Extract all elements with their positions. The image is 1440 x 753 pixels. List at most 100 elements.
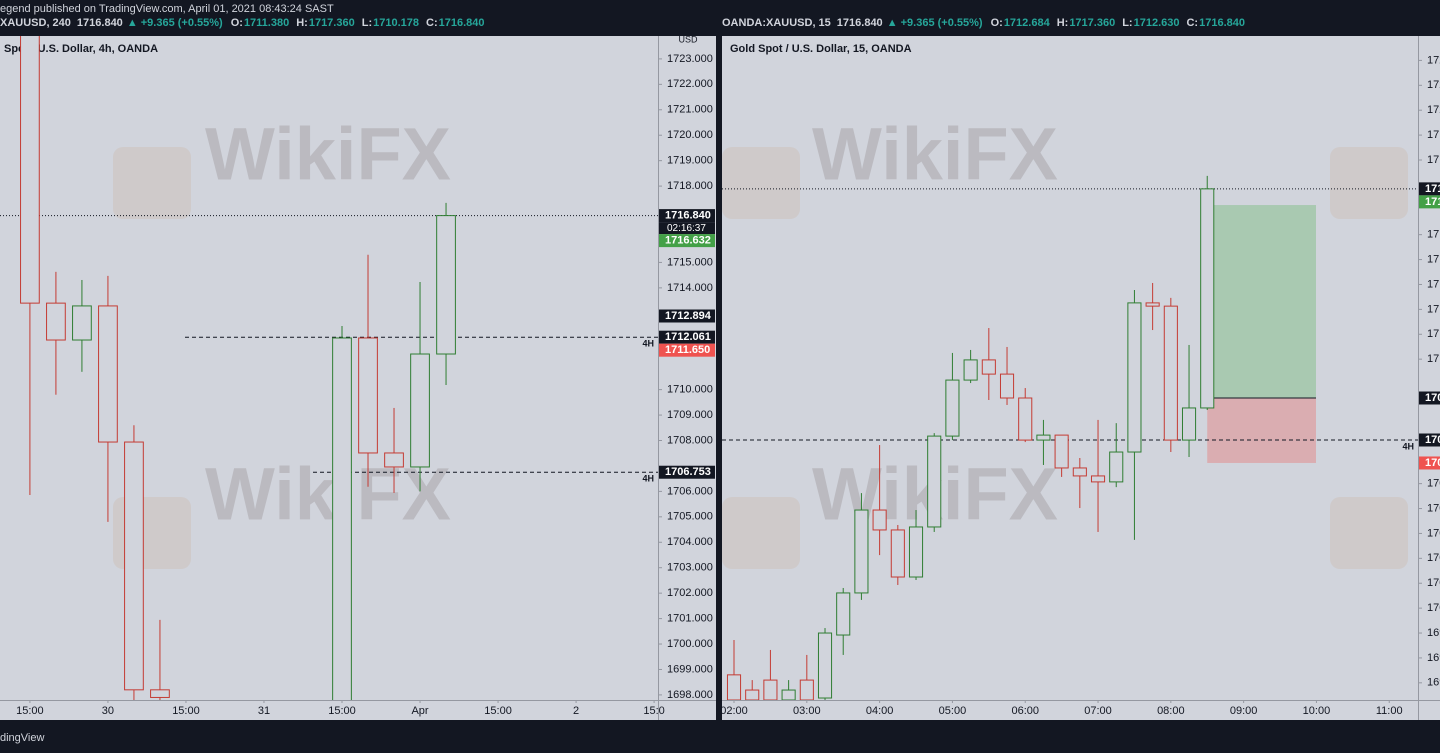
candle-body bbox=[1090, 475, 1106, 483]
candle-body bbox=[1018, 397, 1033, 441]
countdown: 02:16:37 bbox=[667, 223, 706, 234]
x-tick-label: 2 bbox=[573, 705, 579, 717]
candle-body bbox=[999, 373, 1015, 399]
candle-body bbox=[927, 435, 942, 528]
y-tick-label: 1710.000 bbox=[1427, 353, 1440, 365]
candle-body bbox=[981, 359, 996, 375]
watermark-logo bbox=[113, 147, 191, 219]
y-tick-label: 1719.000 bbox=[1427, 129, 1440, 141]
price-tag bbox=[1419, 433, 1440, 447]
candle-body bbox=[410, 353, 430, 468]
y-tick-label: 1713.000 bbox=[1427, 278, 1440, 290]
candle-body bbox=[745, 689, 760, 700]
x-tick-label: 15:00 bbox=[484, 705, 512, 717]
y-tick-label: 1698.000 bbox=[667, 689, 713, 701]
y-tick-label: 1701.000 bbox=[1427, 577, 1440, 589]
x-tick-label: 15:00 bbox=[16, 705, 44, 717]
header-item: ▲ +9.365 (+0.55%) bbox=[127, 17, 223, 29]
candle-body bbox=[963, 359, 978, 381]
y-tick-label: 1714.000 bbox=[1427, 253, 1440, 265]
price-tag bbox=[659, 330, 715, 344]
header-item: O: bbox=[991, 17, 1003, 29]
y-tick-label: 1701.000 bbox=[667, 612, 713, 624]
y-tick-label: 1703.000 bbox=[1427, 527, 1440, 539]
header-item: O: bbox=[231, 17, 243, 29]
y-tick-label: 1721.000 bbox=[1427, 79, 1440, 91]
candle-body bbox=[1072, 467, 1087, 477]
header-item: C: bbox=[426, 17, 438, 29]
y-tick-label: 1710.000 bbox=[667, 384, 713, 396]
x-tick-label: 07:00 bbox=[1084, 705, 1112, 717]
y-tick-label: 1722.000 bbox=[667, 78, 713, 90]
watermark-logo bbox=[1330, 147, 1408, 219]
price-tag bbox=[659, 309, 715, 323]
y-tick-label: 1709.000 bbox=[667, 409, 713, 421]
position-loss bbox=[1207, 398, 1316, 463]
header-item: C: bbox=[1186, 17, 1198, 29]
candle-body bbox=[781, 689, 796, 700]
candle-body bbox=[1036, 434, 1051, 441]
price-tag-label: 1705.830 bbox=[1425, 457, 1440, 469]
candle-body bbox=[836, 592, 851, 636]
candle-body bbox=[1054, 434, 1069, 469]
x-tick-label: 10:00 bbox=[1303, 705, 1331, 717]
left-panel-bg bbox=[0, 36, 716, 720]
watermark: WikiFX bbox=[205, 453, 451, 536]
candle-body bbox=[1127, 302, 1142, 453]
y-tick-label: 1720.000 bbox=[1427, 104, 1440, 116]
header-item: 1712.630 bbox=[1134, 17, 1180, 29]
candle-body bbox=[1109, 451, 1124, 483]
watermark-logo bbox=[722, 497, 800, 569]
y-tick-label: 1702.000 bbox=[1427, 552, 1440, 564]
header-item: H: bbox=[1057, 17, 1069, 29]
published-note: egend published on TradingView.com, Apri… bbox=[0, 3, 334, 15]
header-item: ▲ +9.365 (+0.55%) bbox=[887, 17, 983, 29]
chart-title: Spot / U.S. Dollar, 4h, OANDA bbox=[4, 43, 158, 55]
header-item: 1716.840 bbox=[77, 17, 123, 29]
y-tick-label: 1698.000 bbox=[1427, 652, 1440, 664]
plot bbox=[0, 36, 658, 700]
x-tick-label: 31 bbox=[258, 705, 270, 717]
y-tick-label: 1721.000 bbox=[667, 104, 713, 116]
y-tick-label: 1719.000 bbox=[667, 155, 713, 167]
candle-body bbox=[908, 526, 924, 578]
y-tick-label: 1705.000 bbox=[1427, 478, 1440, 490]
y-tick-label: 1718.000 bbox=[667, 180, 713, 192]
y-tick-label: 1723.000 bbox=[667, 53, 713, 65]
watermarks: WikiFX WikiFX WikiFX WikiFX bbox=[113, 113, 1408, 569]
price-tag-label: 1708.440 bbox=[1425, 392, 1440, 404]
candle-body bbox=[1181, 407, 1197, 441]
y-tick-label: 1711.000 bbox=[1427, 328, 1440, 340]
candle-body bbox=[726, 674, 742, 700]
y-tick-label: 1718.000 bbox=[1427, 154, 1440, 166]
y-tick-label: 1700.000 bbox=[1427, 602, 1440, 614]
candle-body bbox=[358, 337, 378, 454]
header-item: 1717.360 bbox=[309, 17, 355, 29]
header-item: 1716.840 bbox=[837, 17, 883, 29]
price-tag-label: 1716.632 bbox=[1425, 196, 1440, 208]
header-item: 1710.178 bbox=[373, 17, 419, 29]
y-tick-label: 1700.000 bbox=[667, 638, 713, 650]
y-tick-label: 1706.000 bbox=[667, 485, 713, 497]
plot bbox=[722, 175, 1418, 700]
candle-body bbox=[890, 529, 905, 578]
price-tag-label: 1706.753 bbox=[665, 466, 711, 478]
price-tag-label: 1706.753 bbox=[1425, 434, 1440, 446]
y-tick-label: 1714.000 bbox=[667, 282, 713, 294]
price-tag bbox=[659, 234, 715, 248]
y-tick-label: 1703.000 bbox=[667, 562, 713, 574]
position-profit bbox=[1207, 205, 1316, 399]
watermark-logo bbox=[1330, 497, 1408, 569]
candle-body bbox=[20, 36, 40, 304]
price-tag bbox=[1419, 195, 1440, 209]
header-item: H: bbox=[296, 17, 308, 29]
level-label: 4H bbox=[642, 339, 654, 349]
candle-body bbox=[1163, 305, 1178, 441]
chart-title: Gold Spot / U.S. Dollar, 15, OANDA bbox=[730, 43, 912, 55]
price-tag bbox=[659, 343, 715, 357]
header-item: L: bbox=[1122, 17, 1132, 29]
x-tick-label: 15:00 bbox=[328, 705, 356, 717]
candle-body bbox=[872, 509, 887, 531]
candle-body bbox=[1145, 302, 1160, 307]
